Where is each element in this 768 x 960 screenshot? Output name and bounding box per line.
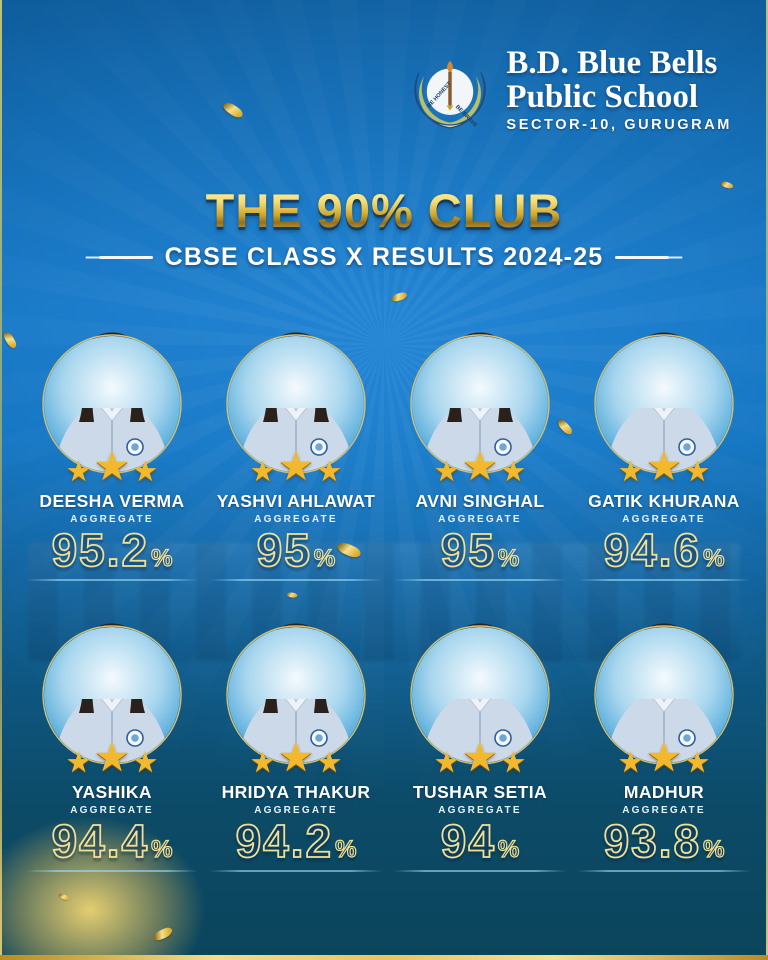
student-card: ★ ★ ★ AVNI SINGHAL AGGREGATE 95% — [390, 326, 570, 581]
student-name: GATIK KHURANA — [588, 491, 740, 511]
student-photo — [221, 617, 371, 767]
student-card: ★ ★ ★ GATIK KHURANA AGGREGATE 94.6% — [574, 326, 754, 581]
student-name: YASHVI AHLAWAT — [216, 491, 376, 511]
student-photo — [37, 326, 187, 476]
aggregate-label: AGGREGATE — [70, 514, 154, 525]
school-address: SECTOR-10, GURUGRAM — [506, 117, 732, 133]
aggregate-label: AGGREGATE — [254, 805, 338, 816]
three-stars-icon: ★ ★ ★ — [433, 734, 527, 780]
student-card: ★ ★ ★ HRIDYA THAKUR AGGREGATE 94.2% — [206, 617, 386, 872]
card-divider — [26, 870, 198, 872]
card-divider — [578, 870, 750, 872]
three-stars-icon: ★ ★ ★ — [617, 443, 711, 489]
confetti — [221, 99, 245, 121]
aggregate-percentage: 95% — [440, 524, 520, 576]
aggregate-percentage: 94.6% — [603, 524, 725, 576]
card-divider — [394, 870, 566, 872]
subtitle-right-dash — [615, 256, 670, 259]
aggregate-label: AGGREGATE — [254, 514, 338, 525]
student-photo — [37, 617, 187, 767]
gold-bottom-bar — [0, 955, 768, 960]
aggregate-label: AGGREGATE — [438, 514, 522, 525]
three-stars-icon: ★ ★ ★ — [617, 734, 711, 780]
aggregate-percentage: 95% — [256, 524, 336, 576]
card-divider — [26, 579, 198, 581]
subtitle-left-dash — [98, 256, 153, 259]
card-divider — [578, 579, 750, 581]
student-photo — [405, 617, 555, 767]
aggregate-percentage: 93.8% — [603, 815, 725, 867]
student-name: DEESHA VERMA — [39, 491, 185, 511]
poster-subtitle: CBSE CLASS X RESULTS 2024-25 — [164, 243, 604, 271]
aggregate-percentage: 94% — [440, 815, 520, 867]
three-stars-icon: ★ ★ ★ — [249, 734, 343, 780]
three-stars-icon: ★ ★ ★ — [249, 443, 343, 489]
aggregate-percentage: 94.4% — [51, 815, 173, 867]
confetti — [390, 291, 408, 303]
aggregate-label: AGGREGATE — [622, 514, 706, 525]
student-card: ★ ★ ★ DEESHA VERMA AGGREGATE 95.2% — [22, 326, 202, 581]
student-photo — [589, 326, 739, 476]
aggregate-percentage: 95.2% — [51, 524, 173, 576]
student-photo — [221, 326, 371, 476]
poster-title: THE 90% CLUB — [205, 184, 563, 237]
student-card: ★ ★ ★ MADHUR AGGREGATE 93.8% — [574, 617, 754, 872]
student-name: MADHUR — [623, 782, 705, 802]
gold-edge-right — [766, 0, 768, 960]
card-divider — [210, 870, 382, 872]
school-logo-icon: BE HONEST BE BRAVE — [414, 60, 487, 129]
aggregate-label: AGGREGATE — [70, 805, 154, 816]
student-photo — [405, 326, 555, 476]
three-stars-icon: ★ ★ ★ — [65, 443, 159, 489]
school-name-line1: B.D. Blue Bells — [506, 45, 718, 81]
confetti — [152, 925, 174, 943]
confetti — [58, 892, 70, 902]
card-divider — [210, 579, 382, 581]
school-header: BE HONEST BE BRAVE B.D. Blue Bells Publi… — [407, 46, 732, 133]
student-card: ★ ★ ★ TUSHAR SETIA AGGREGATE 94% — [390, 617, 570, 872]
three-stars-icon: ★ ★ ★ — [433, 443, 527, 489]
student-name: HRIDYA THAKUR — [221, 782, 371, 802]
student-name: AVNI SINGHAL — [415, 491, 545, 511]
student-name: TUSHAR SETIA — [412, 782, 548, 802]
student-name: YASHIKA — [72, 782, 152, 802]
school-name-line2: Public School — [506, 79, 699, 115]
aggregate-percentage: 94.2% — [235, 815, 357, 867]
students-grid: ★ ★ ★ DEESHA VERMA AGGREGATE 95.2% — [0, 326, 768, 872]
gold-edge-left — [0, 0, 2, 960]
three-stars-icon: ★ ★ ★ — [65, 734, 159, 780]
student-card: ★ ★ ★ YASHVI AHLAWAT AGGREGATE 95% — [206, 326, 386, 581]
aggregate-label: AGGREGATE — [622, 805, 706, 816]
aggregate-label: AGGREGATE — [438, 805, 522, 816]
card-divider — [394, 579, 566, 581]
student-card: ★ ★ ★ YASHIKA AGGREGATE 94.4% — [22, 617, 202, 872]
student-photo — [589, 617, 739, 767]
